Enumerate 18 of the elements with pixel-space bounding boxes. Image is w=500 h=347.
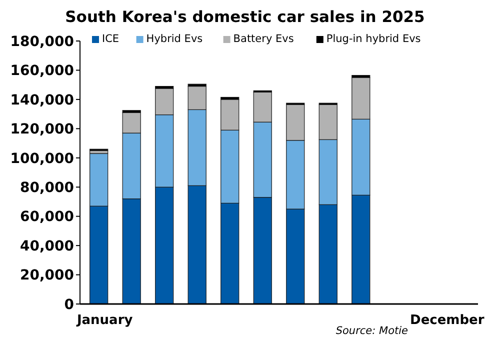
y-tick-label: 100,000 xyxy=(10,150,74,167)
x-tick-label: December xyxy=(410,313,485,328)
y-tick-label: 60,000 xyxy=(20,209,74,226)
y-tick-label: 140,000 xyxy=(10,92,74,108)
y-tick-label: 40,000 xyxy=(20,238,74,254)
chart-title: South Korea's domestic car sales in 2025 xyxy=(65,8,425,26)
legend-label: Hybrid Evs xyxy=(146,33,203,45)
legend-label: ICE xyxy=(102,33,120,45)
y-tick-label: 180,000 xyxy=(10,34,74,50)
legend-label: Battery Evs xyxy=(233,33,294,45)
y-tick-label: 0 xyxy=(64,296,74,313)
y-tick-label: 120,000 xyxy=(10,122,74,138)
x-tick-label: January xyxy=(76,313,134,328)
source-note: Source: Motie xyxy=(336,325,408,337)
y-tick-label: 160,000 xyxy=(10,63,74,80)
legend-label: Plug-in hybrid Evs xyxy=(326,33,421,45)
y-tick-label: 20,000 xyxy=(20,268,74,284)
y-tick-label: 80,000 xyxy=(20,180,74,196)
